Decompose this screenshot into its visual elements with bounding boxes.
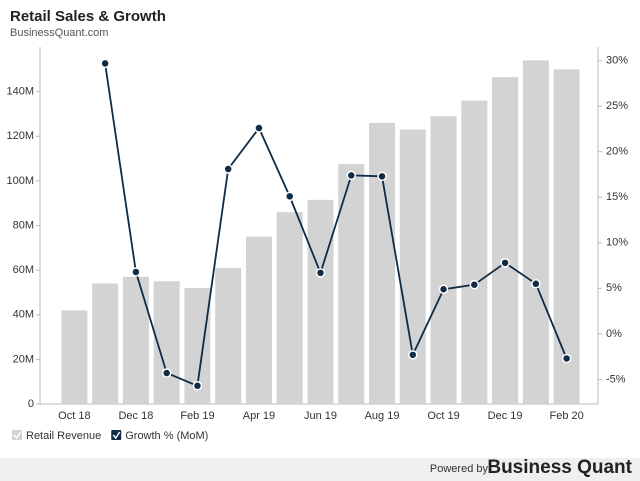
bar bbox=[307, 199, 334, 404]
x-tick-label: Dec 18 bbox=[118, 410, 153, 422]
legend-label: Retail Revenue bbox=[26, 430, 101, 442]
line-point bbox=[561, 353, 572, 364]
x-tick-label: Aug 19 bbox=[365, 410, 400, 422]
y2-tick-label: 10% bbox=[606, 237, 628, 249]
line-point bbox=[315, 268, 326, 278]
line-point bbox=[500, 258, 510, 268]
y-tick-label: 60M bbox=[13, 264, 34, 276]
bar bbox=[553, 69, 580, 404]
line-point bbox=[161, 368, 172, 378]
x-tick-label: Feb 19 bbox=[180, 410, 214, 422]
x-tick-label: Apr 19 bbox=[243, 410, 275, 422]
chart-title: Retail Sales & Growth bbox=[10, 8, 166, 25]
bar bbox=[122, 276, 149, 404]
line-point bbox=[100, 58, 110, 69]
bar bbox=[430, 116, 457, 404]
line-point bbox=[131, 267, 141, 277]
y2-tick-label: 20% bbox=[606, 146, 628, 158]
y-tick-label: 0 bbox=[28, 398, 34, 410]
y-tick-label: 80M bbox=[13, 219, 34, 231]
y2-tick-label: -5% bbox=[606, 373, 626, 385]
x-tick-label: Jun 19 bbox=[304, 410, 337, 422]
legend-check bbox=[112, 431, 121, 440]
bar bbox=[399, 129, 426, 404]
bar bbox=[276, 212, 303, 404]
line-point bbox=[377, 171, 387, 182]
footer-brand: Business Quant bbox=[487, 457, 632, 478]
y-tick-label: 100M bbox=[6, 175, 34, 187]
bar bbox=[215, 267, 242, 404]
y-tick-label: 20M bbox=[13, 353, 34, 365]
line-point bbox=[438, 284, 449, 294]
y2-tick-label: 5% bbox=[606, 282, 622, 294]
line-point bbox=[223, 164, 233, 174]
bar bbox=[61, 310, 88, 404]
line-point bbox=[408, 350, 418, 360]
x-tick-label: Oct 19 bbox=[427, 410, 459, 422]
y-tick-label: 40M bbox=[13, 309, 34, 321]
line-point bbox=[469, 279, 480, 290]
line bbox=[104, 63, 568, 388]
x-tick-label: Feb 20 bbox=[549, 410, 583, 422]
bar bbox=[245, 236, 272, 404]
line-point bbox=[254, 123, 264, 133]
footer-bar bbox=[0, 458, 640, 481]
footer-prefix: Powered by bbox=[430, 463, 489, 475]
bar bbox=[522, 60, 549, 404]
bar bbox=[461, 100, 488, 405]
y2-tick-label: 25% bbox=[606, 100, 628, 112]
x-tick-label: Dec 19 bbox=[488, 410, 523, 422]
line-point bbox=[346, 170, 357, 181]
bar bbox=[92, 283, 119, 404]
bar bbox=[492, 77, 519, 404]
bar bbox=[369, 122, 396, 405]
y2-tick-label: 30% bbox=[606, 55, 628, 67]
chart-subtitle: BusinessQuant.com bbox=[10, 27, 108, 39]
line-point bbox=[284, 191, 295, 202]
bar bbox=[338, 164, 365, 404]
x-tick-label: Oct 18 bbox=[58, 410, 90, 422]
line-point bbox=[531, 279, 541, 289]
y2-tick-label: 0% bbox=[606, 328, 622, 340]
legend-check bbox=[13, 431, 22, 440]
legend-label: Growth % (MoM) bbox=[125, 430, 208, 442]
y-tick-label: 140M bbox=[6, 86, 34, 98]
line-point bbox=[192, 381, 203, 391]
y-tick-label: 120M bbox=[6, 130, 34, 142]
y2-tick-label: 15% bbox=[606, 191, 628, 203]
